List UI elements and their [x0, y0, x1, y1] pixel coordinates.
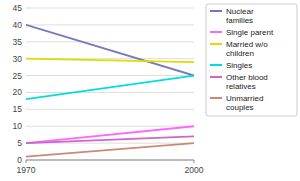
legend-swatch: [210, 31, 222, 33]
legend-swatch: [210, 43, 222, 45]
y-tick-label: 10: [13, 121, 23, 131]
legend-label: Nuclearfamilies: [226, 7, 254, 25]
x-tick: [194, 160, 195, 163]
legend-swatch: [210, 97, 222, 99]
chart: 0 5 10 15 20 25 30 35 40 45 1970 2000 Nuclearfamilie…: [0, 0, 300, 181]
legend-label: Single parent: [226, 28, 274, 37]
x-axis-line: [26, 160, 194, 161]
y-tick-label: 45: [13, 3, 23, 13]
series-lines: [26, 25, 194, 157]
series-line: [26, 136, 194, 143]
legend-box: [206, 4, 297, 116]
y-tick-label: 30: [13, 54, 23, 64]
grid-line: [26, 8, 194, 9]
legend: Nuclearfamilies Single parent Married w/oc…: [206, 4, 297, 116]
series-line: [26, 25, 194, 76]
series-line: [26, 126, 194, 143]
grid-line: [26, 24, 194, 25]
x-tick-label: 1970: [17, 165, 36, 175]
grid-line: [26, 75, 194, 76]
series-line: [26, 143, 194, 157]
legend-label: Other bloodrelatives: [226, 73, 268, 91]
y-tick-label: 35: [13, 37, 23, 47]
x-tick: [26, 160, 27, 163]
grid-line: [26, 126, 194, 127]
y-tick-label: 40: [13, 20, 23, 30]
grid: [26, 8, 194, 160]
y-tick-label: 15: [13, 104, 23, 114]
grid-line: [26, 109, 194, 110]
series-line: [26, 76, 194, 100]
y-tick-label: 25: [13, 71, 23, 81]
axes: 0 5 10 15 20 25 30 35 40 45 1970 2000: [13, 3, 204, 175]
y-tick-label: 5: [17, 138, 22, 148]
x-tick-label: 2000: [185, 165, 204, 175]
series-line: [26, 59, 194, 62]
grid-line: [26, 92, 194, 93]
legend-swatch: [210, 64, 222, 66]
grid-line: [26, 160, 194, 161]
legend-swatch: [210, 76, 222, 78]
legend-label: Unmarriedcouples: [226, 94, 263, 112]
legend-label: Married w/ochildren: [226, 40, 268, 58]
grid-line: [26, 41, 194, 42]
y-tick-label: 0: [17, 155, 22, 165]
y-tick-label: 20: [13, 87, 23, 97]
legend-swatch: [210, 10, 222, 12]
legend-label: Singles: [226, 61, 252, 70]
